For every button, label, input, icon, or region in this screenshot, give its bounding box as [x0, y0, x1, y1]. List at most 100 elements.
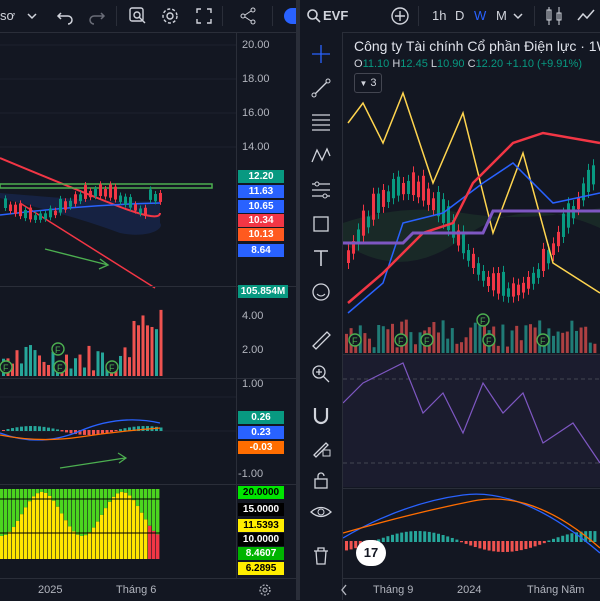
- candle: [502, 271, 505, 296]
- undo-icon[interactable]: [56, 7, 74, 25]
- prediction-icon[interactable]: [309, 178, 333, 202]
- zoom-in-icon[interactable]: [309, 362, 333, 386]
- right-time-axis[interactable]: Tháng 9 2024 Tháng Năm: [341, 578, 600, 601]
- settings-icon[interactable]: [258, 583, 272, 597]
- osc-yellow: [152, 530, 156, 559]
- macd-histogram-bar: [92, 430, 95, 435]
- osc-yellow: [48, 495, 52, 559]
- chevron-left-icon[interactable]: [339, 583, 349, 597]
- candle: [562, 213, 565, 237]
- chevron-down-icon[interactable]: [512, 10, 524, 22]
- macd-histogram-bar: [137, 426, 140, 431]
- scale-badge: -0.03: [238, 441, 284, 454]
- macd-histogram-bar: [529, 541, 532, 548]
- earnings-label: F: [480, 316, 486, 326]
- candle: [462, 231, 465, 254]
- osc-green: [56, 489, 60, 507]
- volume-bar: [561, 332, 565, 353]
- add-symbol-icon[interactable]: [390, 6, 410, 26]
- volume-bar: [141, 315, 145, 376]
- candle: [352, 241, 355, 254]
- candle: [19, 203, 22, 217]
- osc-yellow: [88, 532, 92, 559]
- candles-icon[interactable]: [544, 5, 564, 27]
- tradingview-logo[interactable]: 17: [356, 540, 386, 566]
- fullscreen-icon[interactable]: [194, 6, 214, 26]
- trash-icon[interactable]: [309, 544, 333, 568]
- osc-yellow: [8, 531, 12, 559]
- macd-histogram-bar: [547, 540, 551, 542]
- text-tool-icon[interactable]: [309, 246, 333, 270]
- lock-icon[interactable]: [309, 468, 333, 492]
- candle: [154, 194, 157, 202]
- zoom-icon[interactable]: [128, 6, 148, 26]
- macd-line: [343, 493, 600, 554]
- crosshair-icon[interactable]: [309, 42, 333, 66]
- pane-divider[interactable]: [296, 0, 300, 600]
- eye-icon[interactable]: [309, 500, 333, 524]
- scale-badge: 20.0000: [238, 486, 284, 499]
- pattern-icon[interactable]: [309, 144, 333, 168]
- search-icon[interactable]: [306, 8, 322, 24]
- osc-green: [108, 489, 112, 502]
- close-value: 12.20: [475, 58, 504, 70]
- pane-separator[interactable]: [343, 354, 600, 355]
- chart-style-label[interactable]: sơ: [0, 8, 16, 23]
- volume-bar: [11, 363, 14, 376]
- volume-bar: [510, 330, 514, 353]
- gear-icon[interactable]: [160, 6, 180, 26]
- right-chart-area[interactable]: F F FFF F: [343, 33, 600, 578]
- osc-yellow: [144, 519, 148, 559]
- macd-histogram-bar: [349, 541, 353, 550]
- candle: [552, 243, 555, 255]
- redo-icon[interactable]: [88, 7, 106, 25]
- volume-bar: [556, 331, 560, 353]
- volume-bar: [529, 324, 532, 353]
- scale-badge: 10.13: [238, 228, 284, 241]
- interval-1h[interactable]: 1h: [432, 8, 447, 23]
- indicators-icon[interactable]: [576, 6, 596, 26]
- osc-yellow: [20, 514, 24, 559]
- left-chart-area[interactable]: FFF F: [0, 33, 236, 578]
- sync-icon[interactable]: [284, 8, 298, 24]
- symbol-search-input[interactable]: EVF: [323, 8, 349, 23]
- left-time-axis[interactable]: 2025 Tháng 6: [0, 578, 296, 601]
- osc-green: [116, 489, 120, 494]
- macd-histogram-bar: [395, 533, 399, 542]
- candle: [124, 196, 127, 205]
- interval-d[interactable]: D: [455, 8, 465, 23]
- volume-bar: [38, 355, 41, 376]
- fib-retracement-icon[interactable]: [309, 110, 333, 134]
- volume-bar: [372, 347, 376, 353]
- pane-separator[interactable]: [343, 488, 600, 489]
- ruler-icon[interactable]: [309, 328, 333, 352]
- candle: [114, 186, 117, 200]
- osc-yellow: [92, 527, 96, 559]
- price-scale[interactable]: 20.00 18.00 16.00 14.00: [238, 33, 296, 578]
- emoji-icon[interactable]: [309, 280, 333, 304]
- osc-green: [8, 489, 12, 532]
- macd-histogram-bar: [87, 430, 91, 435]
- trend-line-icon[interactable]: [309, 76, 333, 100]
- interval-m[interactable]: M: [496, 8, 507, 23]
- osc-yellow: [76, 534, 80, 559]
- interval-w[interactable]: W: [474, 8, 487, 23]
- pane-separator[interactable]: [0, 286, 296, 287]
- indicators-toggle[interactable]: ▼ 3: [354, 73, 382, 93]
- candle: [487, 276, 490, 287]
- osc-yellow: [148, 525, 152, 559]
- candle: [89, 190, 92, 198]
- chevron-down-icon[interactable]: [26, 10, 38, 22]
- pane-separator[interactable]: [0, 484, 296, 485]
- macd-histogram-bar: [593, 531, 597, 542]
- lock-drawing-icon[interactable]: [309, 436, 333, 460]
- candle: [44, 213, 47, 219]
- time-label: 2025: [38, 584, 63, 596]
- osc-green: [120, 489, 124, 493]
- share-icon[interactable]: [238, 6, 258, 26]
- magnet-icon[interactable]: [309, 404, 333, 428]
- candle: [9, 204, 12, 211]
- pane-separator[interactable]: [0, 378, 296, 379]
- shape-icon[interactable]: [309, 212, 333, 236]
- earnings-label: F: [398, 336, 404, 346]
